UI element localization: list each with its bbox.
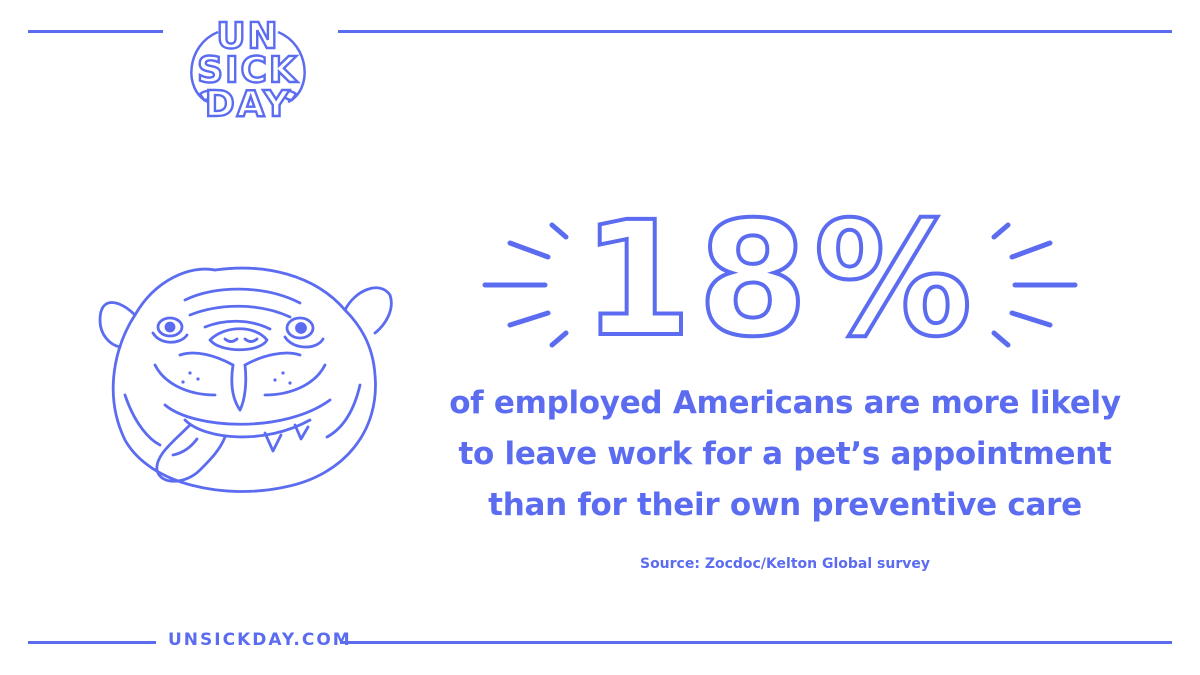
top-rule-right (338, 30, 1172, 33)
bottom-rule-right (340, 641, 1172, 644)
bottom-rule-left (28, 641, 156, 644)
stat-description: of employed Americans are more likely to… (440, 378, 1130, 531)
description-line-1: of employed Americans are more likely (449, 385, 1121, 421)
logo-line-day: DAY (204, 84, 292, 125)
top-rule-left (28, 30, 163, 33)
stat-value: 18% (580, 188, 979, 372)
bulldog-illustration (95, 255, 395, 500)
description-line-3: than for their own preventive care (488, 487, 1082, 523)
burst-lines-icon (482, 222, 1078, 348)
logo-hug-arms-icon (190, 30, 306, 104)
footer-url-link[interactable]: UNSICKDAY.COM (168, 630, 352, 650)
source-citation: Source: Zocdoc/Kelton Global survey (639, 556, 930, 572)
stat-block: 18% (470, 188, 1090, 372)
logo-line-sick: SICK (196, 50, 299, 91)
description-line-2: to leave work for a pet’s appointment (458, 436, 1112, 472)
logo-line-un: UN (215, 16, 280, 57)
unsickday-logo[interactable]: UN SICK DAY (178, 10, 318, 130)
